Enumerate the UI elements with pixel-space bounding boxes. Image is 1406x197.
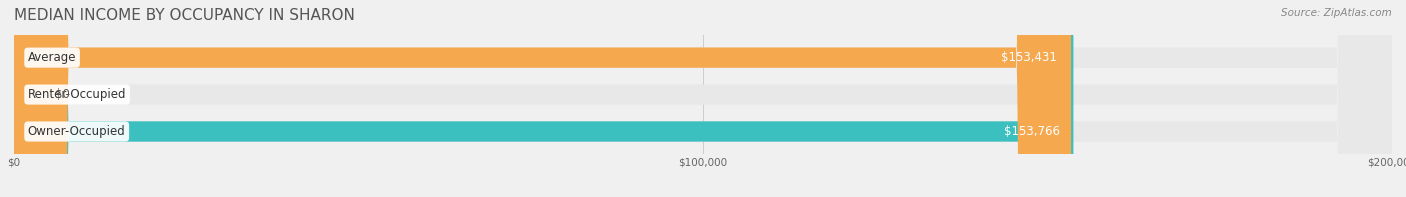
FancyBboxPatch shape — [14, 0, 1392, 197]
Text: $0: $0 — [55, 88, 70, 101]
FancyBboxPatch shape — [14, 0, 1392, 197]
Text: Average: Average — [28, 51, 76, 64]
FancyBboxPatch shape — [14, 0, 1392, 197]
FancyBboxPatch shape — [14, 0, 1071, 197]
Text: Source: ZipAtlas.com: Source: ZipAtlas.com — [1281, 8, 1392, 18]
FancyBboxPatch shape — [14, 0, 42, 197]
Text: MEDIAN INCOME BY OCCUPANCY IN SHARON: MEDIAN INCOME BY OCCUPANCY IN SHARON — [14, 8, 354, 23]
Text: $153,766: $153,766 — [1004, 125, 1060, 138]
Text: Owner-Occupied: Owner-Occupied — [28, 125, 125, 138]
FancyBboxPatch shape — [14, 0, 1073, 197]
Text: $153,431: $153,431 — [1001, 51, 1057, 64]
Text: Renter-Occupied: Renter-Occupied — [28, 88, 127, 101]
